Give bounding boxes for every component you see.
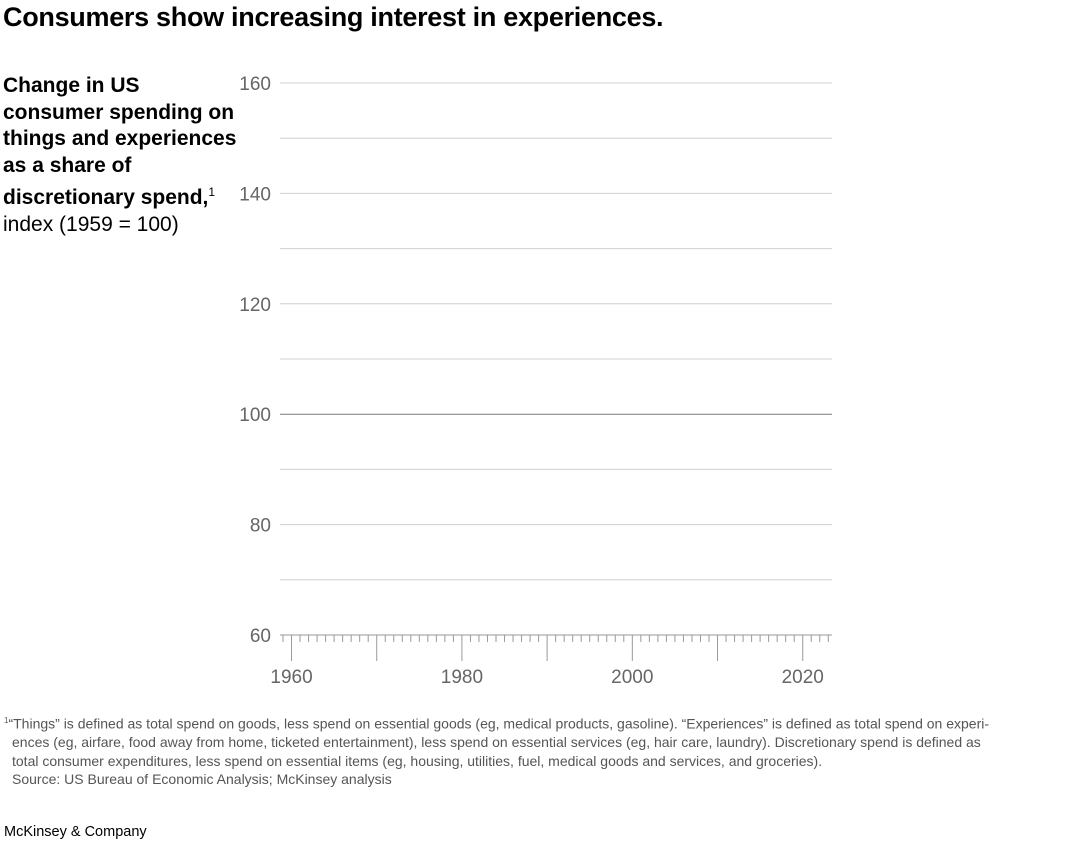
chart-title: Consumers show increasing interest in ex… [3,2,664,32]
footnote-line: 1“Things” is defined as total spend on g… [4,712,1064,733]
x-tick-label: 2000 [611,667,653,688]
chart-subtitle: Change in US consumer spending on things… [3,73,243,238]
x-tick-label: 1960 [270,667,312,688]
y-tick-label: 140 [239,184,271,205]
footnote-line: total consumer expenditures, less spend … [12,752,823,769]
y-tick-label: 160 [239,74,271,95]
footnote-line: ences (eg, airfare, food away from home,… [12,734,981,751]
line-chart: 60 80 100 120 140 160 1960 1980 2000 2020 [239,74,832,688]
source-line: Source: US Bureau of Economic Analysis; … [12,771,392,788]
footnote-marker: 1 [4,716,9,725]
subtitle-footnote-marker: 1 [208,185,216,199]
footnote-text: “Things” is defined as total spend on go… [8,715,990,732]
y-tick-label: 100 [239,405,271,426]
subtitle-unit: index (1959 = 100) [3,212,179,236]
x-tick-label: 2020 [782,667,824,688]
y-tick-label: 80 [250,516,271,537]
y-tick-label: 120 [239,295,271,316]
brand-logo: McKinsey & Company [4,824,147,840]
y-tick-label: 60 [250,626,271,647]
x-tick-label: 1980 [441,667,483,688]
subtitle-text: Change in US consumer spending on things… [3,74,237,209]
footnote: 1“Things” is defined as total spend on g… [4,712,1064,789]
